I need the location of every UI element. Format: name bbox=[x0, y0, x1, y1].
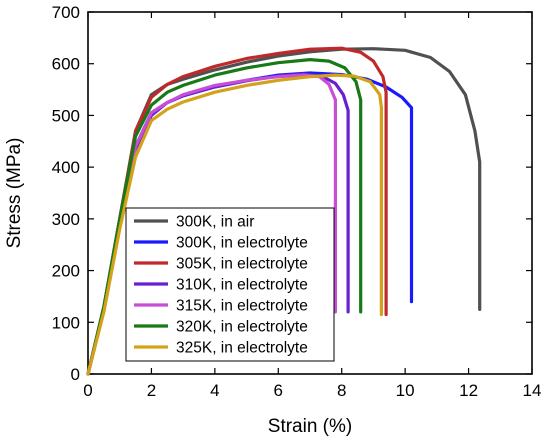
y-axis-title: Stress (MPa) bbox=[4, 138, 25, 249]
x-tick-label: 6 bbox=[274, 381, 283, 400]
legend-label: 300K, in air bbox=[176, 214, 254, 231]
x-tick-label: 0 bbox=[83, 381, 92, 400]
x-tick-label: 8 bbox=[337, 381, 346, 400]
legend-label: 300K, in electrolyte bbox=[176, 235, 308, 252]
axes-layer: 0 2 4 6 8 10 12 14 0 100 200 300 400 500 600 700 bbox=[52, 3, 542, 400]
legend-label: 310K, in electrolyte bbox=[176, 277, 308, 294]
y-tick-label: 100 bbox=[52, 313, 80, 332]
legend-label: 320K, in electrolyte bbox=[176, 319, 308, 336]
y-tick-label: 0 bbox=[71, 365, 80, 384]
legend: 300K, in air 300K, in electrolyte 305K, in… bbox=[125, 207, 335, 362]
y-tick-label: 200 bbox=[52, 262, 80, 281]
series-line-6 bbox=[86, 73, 383, 376]
x-axis-title: Strain (%) bbox=[268, 416, 352, 437]
y-tick-label: 300 bbox=[52, 210, 80, 229]
legend-label: 325K, in electrolyte bbox=[176, 340, 308, 357]
x-tick-label: 2 bbox=[147, 381, 156, 400]
x-tick-label: 14 bbox=[523, 381, 542, 400]
legend-label: 315K, in electrolyte bbox=[176, 298, 308, 315]
legend-label: 305K, in electrolyte bbox=[176, 256, 308, 273]
y-tick-label: 700 bbox=[52, 3, 80, 22]
x-tick-label: 12 bbox=[459, 381, 478, 400]
y-tick-label: 400 bbox=[52, 158, 80, 177]
x-tick-label: 4 bbox=[210, 381, 219, 400]
plot-frame bbox=[87, 11, 533, 375]
y-tick-label: 500 bbox=[52, 106, 80, 125]
y-tick-label: 600 bbox=[52, 55, 80, 74]
x-tick-label: 10 bbox=[396, 381, 415, 400]
series-layer bbox=[86, 46, 482, 376]
